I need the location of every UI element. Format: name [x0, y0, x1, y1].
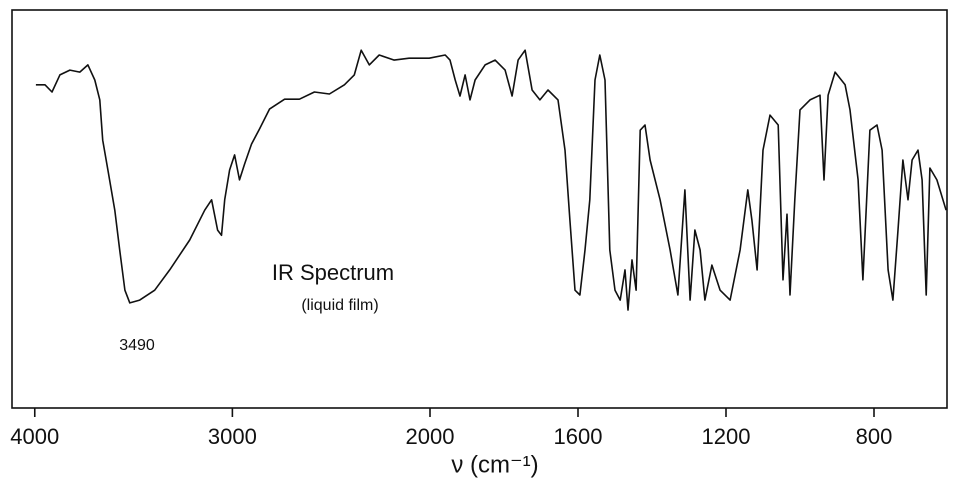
x-tick-label: 1200 [702, 424, 751, 449]
spectrum-line [35, 49, 947, 311]
annotation: 3490 [119, 337, 155, 354]
x-tick-label: 3000 [208, 424, 257, 449]
plot-frame [11, 9, 948, 409]
x-tick-label: 800 [856, 424, 893, 449]
x-tick-label: 1600 [554, 424, 603, 449]
chart-title: IR Spectrum [272, 260, 394, 285]
x-tick-label: 4000 [10, 424, 59, 449]
chart-subtitle: (liquid film) [301, 297, 378, 314]
x-tick-label: 2000 [406, 424, 455, 449]
x-axis-label: ν (cm⁻¹) [451, 451, 538, 478]
